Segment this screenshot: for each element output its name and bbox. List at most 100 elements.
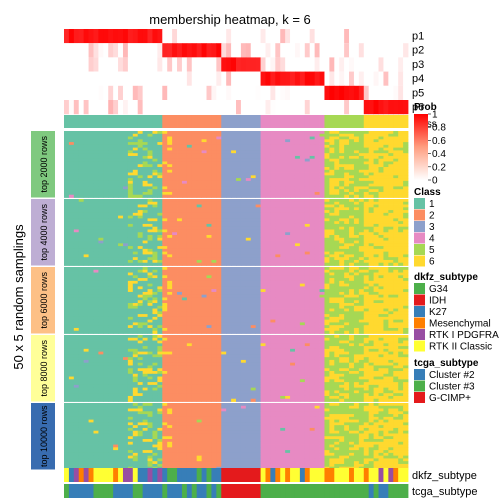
matrix-cell [132, 272, 139, 276]
matrix-cell [373, 153, 379, 157]
matrix-cell [132, 251, 139, 255]
matrix-cell [285, 199, 291, 203]
matrix-cell [344, 199, 350, 203]
matrix-cell [319, 210, 325, 214]
matrix-cell [319, 308, 325, 312]
matrix-cell [319, 229, 325, 233]
matrix-cell [280, 133, 286, 137]
matrix-cell [127, 289, 134, 293]
matrix-cell [270, 269, 276, 273]
prob-cell [285, 29, 291, 44]
prob-cell [398, 29, 404, 44]
matrix-cell [127, 308, 134, 312]
matrix-cell [290, 251, 296, 255]
matrix-cell [226, 237, 232, 241]
matrix-cell [113, 235, 119, 239]
prob-cell [201, 100, 207, 115]
matrix-cell [162, 297, 168, 301]
prob-cell [142, 85, 148, 100]
matrix-cell [236, 201, 242, 205]
matrix-cell [393, 218, 399, 222]
matrix-cell [157, 262, 163, 266]
matrix-cell [206, 294, 212, 298]
prob-cell [157, 100, 163, 115]
matrix-cell [147, 204, 153, 208]
matrix-cell [383, 189, 389, 193]
class-cell [152, 115, 158, 128]
matrix-cell [250, 215, 257, 219]
matrix-cell [64, 139, 70, 143]
prob-cell [319, 100, 325, 115]
prob-cell [344, 43, 350, 58]
matrix-cell [64, 246, 70, 250]
matrix-cell [319, 218, 325, 222]
matrix-cell [255, 142, 261, 146]
matrix-cell [363, 158, 370, 162]
matrix-cell [93, 194, 99, 198]
matrix-cell [236, 221, 242, 225]
matrix-cell [172, 257, 178, 261]
matrix-cell [167, 189, 173, 193]
matrix-cell [373, 246, 379, 250]
matrix-cell [88, 150, 94, 154]
matrix-cell [93, 303, 99, 307]
matrix-cell [378, 201, 384, 205]
matrix-cell [162, 150, 168, 154]
matrix-cell [383, 167, 389, 171]
matrix-cell [64, 158, 70, 162]
matrix-cell [240, 297, 247, 301]
matrix-cell [373, 232, 379, 236]
matrix-cell [181, 278, 188, 282]
matrix-cell [304, 257, 311, 261]
matrix-cell [108, 251, 114, 255]
matrix-cell [236, 204, 242, 208]
matrix-cell [93, 150, 99, 154]
matrix-cell [68, 191, 75, 196]
prob-cell [368, 100, 374, 115]
matrix-cell [378, 191, 384, 196]
matrix-cell [216, 199, 222, 203]
matrix-cell [255, 280, 261, 285]
matrix-cell [285, 218, 291, 222]
matrix-cell [196, 147, 202, 151]
matrix-cell [231, 204, 237, 208]
matrix-cell [137, 155, 144, 160]
matrix-cell [304, 194, 311, 198]
matrix-cell [250, 218, 257, 222]
prob-cell [221, 43, 227, 58]
matrix-cell [383, 201, 389, 205]
matrix-cell [167, 305, 173, 309]
matrix-cell [368, 186, 374, 190]
matrix-cell [157, 180, 163, 185]
matrix-cell [83, 278, 89, 282]
matrix-cell [147, 294, 153, 298]
matrix-cell [240, 191, 247, 196]
matrix-cell [93, 280, 99, 285]
prob-cell [373, 100, 379, 115]
matrix-cell [393, 294, 399, 298]
matrix-cell [211, 150, 217, 154]
matrix-cell [147, 280, 153, 285]
matrix-cell [368, 272, 374, 276]
matrix-cell [324, 294, 330, 298]
matrix-cell [172, 144, 178, 149]
prob-cell [275, 29, 281, 44]
matrix-cell [226, 269, 232, 273]
matrix-cell [290, 303, 296, 307]
class-cell [344, 115, 350, 128]
matrix-cell [388, 191, 394, 196]
matrix-cell [403, 257, 409, 261]
prob-cell [122, 71, 129, 86]
matrix-cell [113, 272, 119, 276]
matrix-cell [358, 303, 365, 307]
class-cell [245, 115, 252, 128]
matrix-cell [162, 240, 168, 244]
matrix-cell [147, 243, 153, 247]
matrix-cell [260, 215, 266, 219]
matrix-cell [211, 139, 217, 143]
matrix-cell [157, 280, 163, 285]
matrix-cell [398, 262, 404, 266]
matrix-cell [137, 283, 144, 287]
matrix-cell [339, 305, 345, 309]
matrix-cell [157, 232, 163, 236]
